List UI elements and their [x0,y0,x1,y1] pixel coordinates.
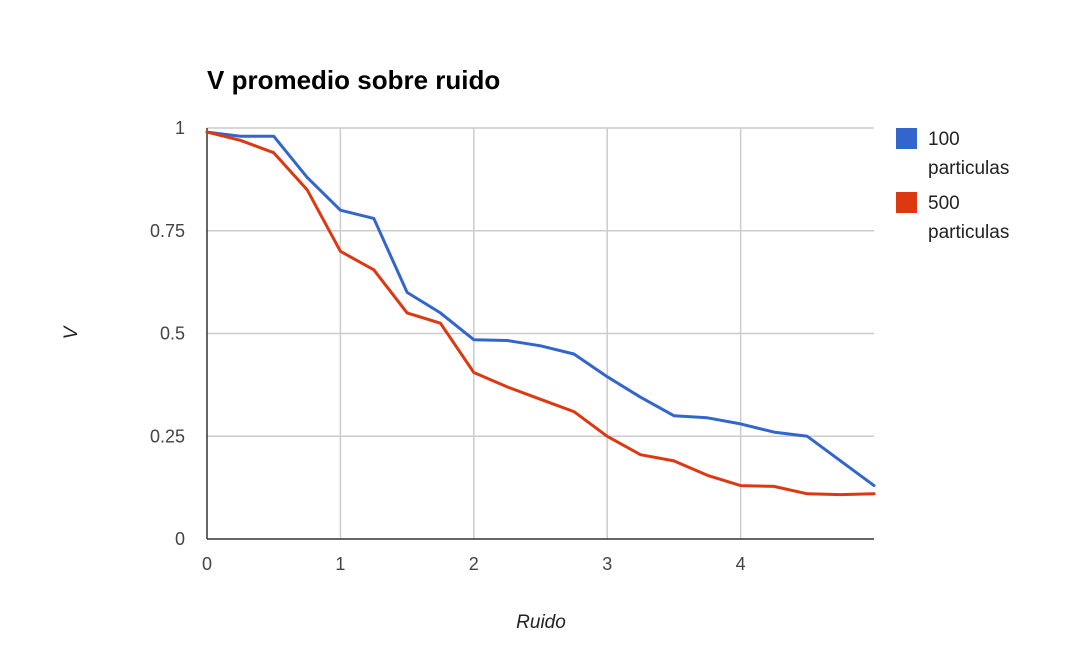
gridlines [207,127,874,539]
tick-labels: 0 0.25 0.5 0.75 1 0 1 2 3 4 [150,118,746,574]
series-line-100 [205,130,876,488]
legend-label: particulas [928,222,1009,243]
chart-title: V promedio sobre ruido [207,65,500,95]
x-tick-label: 1 [335,554,345,574]
legend-label: particulas [928,158,1009,179]
y-tick-label: 0.25 [150,426,185,446]
y-tick-label: 0 [175,529,185,549]
legend-swatch [896,192,917,213]
x-tick-label: 0 [202,554,212,574]
legend: 100 particulas 500 particulas [896,128,1009,243]
y-axis-title: V [61,324,82,339]
legend-label: 100 [928,129,960,150]
series-lines [205,130,876,497]
x-tick-label: 3 [602,554,612,574]
legend-swatch [896,128,917,149]
x-axis-title: Ruido [516,612,566,633]
y-tick-label: 0.5 [160,324,185,344]
legend-label: 500 [928,193,960,214]
axes [206,128,874,540]
series-line-500 [205,130,876,497]
y-tick-label: 1 [175,118,185,138]
x-tick-label: 4 [736,554,746,574]
y-tick-label: 0.75 [150,221,185,241]
x-tick-label: 2 [469,554,479,574]
